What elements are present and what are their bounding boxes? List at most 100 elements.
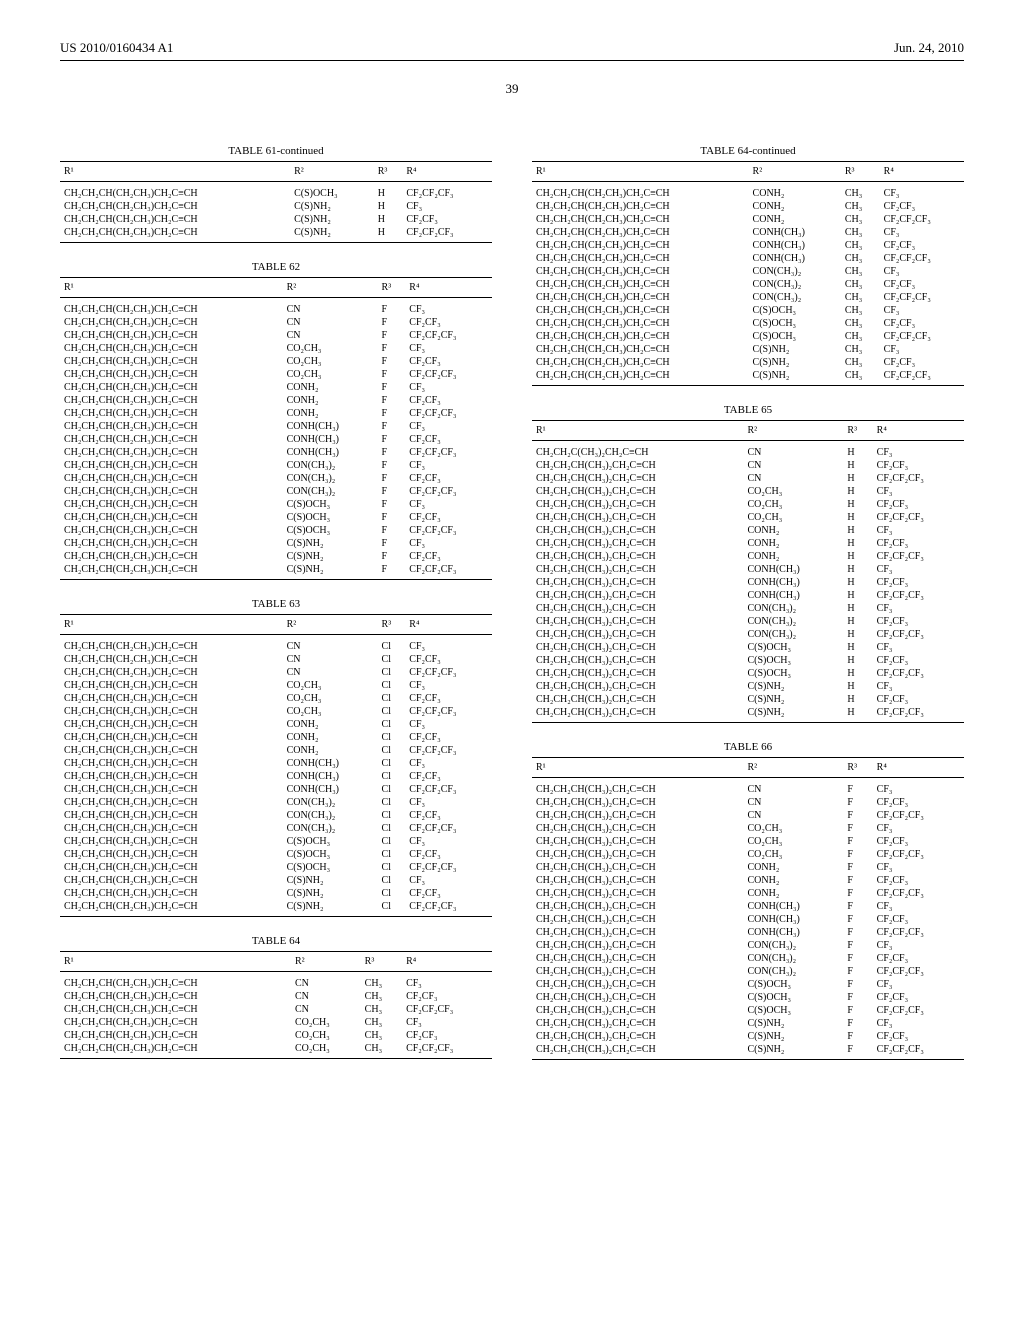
cell: CF₂CF₃ [405,316,492,329]
cell: CH₂CH₂CH(CH₂CH₃)CH₂C≡CH [60,692,283,705]
cell: C(S)OCH₃ [283,848,378,861]
cell: CF₂CF₂CF₃ [405,368,492,381]
cell: Cl [378,666,406,679]
cell: H [843,441,872,460]
cell: C(S)OCH₃ [283,861,378,874]
cell: CF₂CF₂CF₃ [405,900,492,917]
table-row: CH₂CH₂CH(CH₃)₂CH₂C≡CHCONH₂FCF₂CF₂CF₃ [532,887,964,900]
table-title: TABLE 61-continued [60,145,492,157]
table-row: CH₂CH₂CH(CH₃)₂CH₂C≡CHCONH(CH₃)FCF₂CF₃ [532,913,964,926]
table-title: TABLE 65 [532,404,964,416]
cell: CF₃ [402,972,492,991]
cell: CH₂CH₂CH(CH₃)₂CH₂C≡CH [532,576,743,589]
pub-date: Jun. 24, 2010 [894,40,964,56]
col-header-r4: R⁴ [402,162,492,182]
cell: CF₂CF₃ [405,809,492,822]
cell: CH₂CH₂CH(CH₂CH₃)CH₂C≡CH [60,420,283,433]
cell: CN [291,1003,361,1016]
cell: CN [291,990,361,1003]
table-row: CH₂CH₂CH(CH₂CH₃)CH₂C≡CHC(S)OCH₃ClCF₂CF₃ [60,848,492,861]
cell: Cl [378,679,406,692]
table-row: CH₂CH₂CH(CH₂CH₃)CH₂C≡CHC(S)NH₂HCF₃ [60,200,492,213]
cell: CF₃ [405,459,492,472]
cell: CF₂CF₃ [405,848,492,861]
table-row: CH₂CH₂CH(CH₂CH₃)CH₂C≡CHC(S)NH₂ClCF₂CF₂CF… [60,900,492,917]
cell: Cl [378,822,406,835]
cell: H [843,485,872,498]
cell: CH₂CH₂CH(CH₃)₂CH₂C≡CH [532,524,743,537]
cell: CF₂CF₃ [873,991,964,1004]
cell: CF₂CF₃ [873,498,964,511]
table-row: CH₂CH₂CH(CH₂CH₃)CH₂C≡CHCONH₂CH₃CF₂CF₂CF₃ [532,213,964,226]
cell: CON(CH₃)₂ [283,809,378,822]
cell: CN [283,298,378,317]
cell: H [843,615,872,628]
table-row: CH₂CH₂CH(CH₃)₂CH₂C≡CHCONH₂FCF₂CF₃ [532,874,964,887]
cell: CF₂CF₃ [405,511,492,524]
cell: CF₃ [873,680,964,693]
col-header-r4: R⁴ [405,615,492,635]
cell: F [843,887,872,900]
cell: CF₂CF₃ [873,952,964,965]
cell: CH₃ [841,317,880,330]
table-row: CH₂CH₂CH(CH₃)₂CH₂C≡CHCONH(CH₃)HCF₂CF₂CF₃ [532,589,964,602]
cell: CH₂CH₂CH(CH₂CH₃)CH₂C≡CH [60,809,283,822]
cell: CF₃ [402,1016,492,1029]
cell: CH₂CH₂CH(CH₂CH₃)CH₂C≡CH [60,731,283,744]
cell: CF₃ [880,182,964,201]
cell: F [378,446,406,459]
cell: CF₂CF₂CF₃ [880,330,964,343]
cell: CH₃ [361,1042,402,1059]
cell: CF₃ [405,757,492,770]
cell: CON(CH₃)₂ [283,822,378,835]
cell: CF₂CF₃ [873,693,964,706]
cell: F [843,778,872,797]
cell: CH₂CH₂CH(CH₂CH₃)CH₂C≡CH [60,822,283,835]
cell: CH₂CH₂CH(CH₃)₂CH₂C≡CH [532,939,743,952]
cell: CH₂CH₂CH(CH₂CH₃)CH₂C≡CH [60,226,290,243]
cell: CF₂CF₂CF₃ [873,965,964,978]
cell: CN [283,653,378,666]
table-row: CH₂CH₂CH(CH₂CH₃)CH₂C≡CHCNFCF₃ [60,298,492,317]
cell: CF₂CF₂CF₃ [880,291,964,304]
column-layout: TABLE 61-continuedR¹R²R³R⁴CH₂CH₂CH(CH₂CH… [60,127,964,1060]
table-row: CH₂CH₂CH(CH₂CH₃)CH₂C≡CHCONH(CH₃)FCF₂CF₃ [60,433,492,446]
cell: CO₂CH₃ [291,1042,361,1059]
cell: CH₂CH₂CH(CH₂CH₃)CH₂C≡CH [60,990,291,1003]
table-row: CH₂CH₂CH(CH₂CH₃)CH₂C≡CHCO₂CH₃FCF₂CF₃ [60,355,492,368]
cell: CO₂CH₃ [743,835,843,848]
cell: CH₃ [841,278,880,291]
cell: F [843,1004,872,1017]
cell: CF₂CF₂CF₃ [402,1003,492,1016]
table-row: CH₂CH₂CH(CH₃)₂CH₂C≡CHC(S)NH₂HCF₂CF₂CF₃ [532,706,964,723]
cell: C(S)OCH₃ [743,641,843,654]
cell: CH₃ [361,1003,402,1016]
cell: CO₂CH₃ [283,679,378,692]
cell: CH₂CH₂CH(CH₃)₂CH₂C≡CH [532,1017,743,1030]
cell: CH₂CH₂CH(CH₂CH₃)CH₂C≡CH [60,298,283,317]
cell: CH₃ [361,1029,402,1042]
cell: CH₂CH₂CH(CH₂CH₃)CH₂C≡CH [60,744,283,757]
cell: CF₂CF₃ [405,653,492,666]
cell: F [843,822,872,835]
cell: Cl [378,835,406,848]
cell: CN [743,459,843,472]
cell: C(S)OCH₃ [743,654,843,667]
page-header: US 2010/0160434 A1 Jun. 24, 2010 [60,40,964,61]
cell: CH₂CH₂CH(CH₃)₂CH₂C≡CH [532,537,743,550]
cell: Cl [378,757,406,770]
col-header-r4: R⁴ [873,421,964,441]
cell: CH₂CH₂CH(CH₂CH₃)CH₂C≡CH [60,861,283,874]
cell: CH₂CH₂CH(CH₃)₂CH₂C≡CH [532,952,743,965]
cell: F [843,900,872,913]
cell: CH₂CH₂CH(CH₃)₂CH₂C≡CH [532,822,743,835]
cell: CH₂CH₂CH(CH₃)₂CH₂C≡CH [532,472,743,485]
cell: CON(CH₃)₂ [749,291,841,304]
cell: CF₂CF₃ [405,887,492,900]
table-row: CH₂CH₂CH(CH₂CH₃)CH₂C≡CHCO₂CH₃CH₃CF₃ [60,1016,492,1029]
cell: Cl [378,718,406,731]
col-header-r3: R³ [361,952,402,972]
col-header-r4: R⁴ [880,162,964,182]
cell: CH₂CH₂CH(CH₂CH₃)CH₂C≡CH [60,1042,291,1059]
cell: CF₃ [873,822,964,835]
